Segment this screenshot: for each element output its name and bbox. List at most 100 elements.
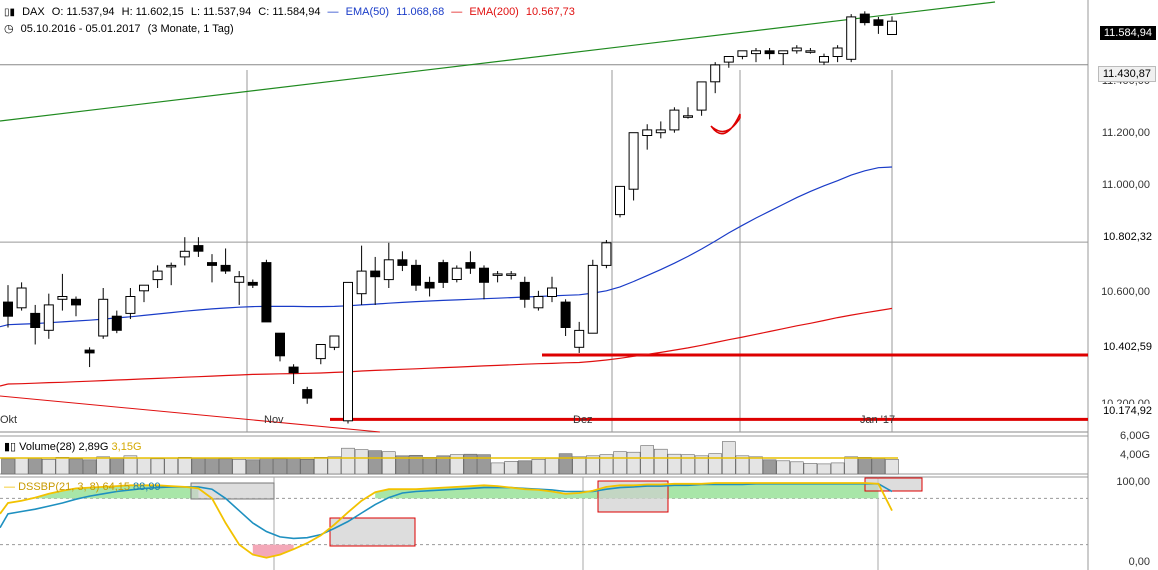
candle-body [247,281,258,286]
volume-bar [613,451,627,475]
volume-bar [14,457,29,475]
volume-bar [640,445,655,475]
candle-body [71,298,81,306]
candle-body [859,13,870,24]
volume-bar [749,456,763,475]
low-value: L: 11.537,94 [190,6,252,18]
volume-tick-label: 4,00G [1120,449,1150,461]
ema200-line [7,307,893,385]
candle-body [356,270,367,295]
volume-bar [708,453,723,475]
candle-body [805,50,816,53]
volume-bar [830,462,845,475]
candle-body [207,262,217,266]
candle-body [193,245,204,252]
symbol-label: DAX [22,6,45,18]
candle-body [98,298,109,337]
volume-bar [857,456,872,475]
candle-body [139,284,149,292]
candle-body [125,296,136,314]
volume-icon: ▮▯ [4,441,17,453]
volume-bar [626,451,641,475]
price-level-tag: 10.402,59 [1099,340,1156,354]
candle-body [628,132,639,190]
candle-body [791,47,802,52]
candle-body [751,50,761,55]
candle-body [451,267,462,281]
candle-body [329,335,340,348]
volume-bar [300,458,315,475]
dss-tick-label: 0,00 [1128,556,1150,568]
volume-bar [817,463,831,475]
volume-bar [123,455,138,475]
candle-body [696,81,707,111]
candle-body [832,47,843,57]
candle-body [302,389,313,399]
candle-body [16,287,27,309]
candle-body [288,366,299,374]
volume-bar [178,456,192,475]
price-level-tag: 10.174,92 [1099,404,1156,418]
clock-icon: ◷ [4,23,14,35]
volume-bar [150,458,165,475]
price-level-tag: 10.802,32 [1099,230,1156,244]
candle-body [315,344,326,360]
volume-bar [504,460,519,475]
y-tick-label: 11.200,00 [1101,127,1150,139]
volume-bar [246,459,260,475]
dss-value2: 88,99 [133,481,161,493]
candle-body [519,281,530,300]
candle-body [492,273,503,276]
candle-body [397,259,408,266]
date-range: 05.10.2016 - 05.01.2017 [20,23,141,35]
x-tick-label: Okt [0,414,18,426]
volume-bar [681,454,695,475]
chart-header-ohlc: ▯▮ DAX O: 11.537,94 H: 11.602,15 L: 11.5… [4,6,579,18]
volume-bar [599,454,614,475]
ema50-line-extension [0,324,9,328]
candle-body [84,349,95,354]
volume-bar [477,454,491,475]
candle-body [261,262,272,323]
volume-bar [341,447,355,475]
volume-bar [110,457,124,475]
volume-bar [653,448,668,475]
last-price-tag: 11.584,94 [1099,26,1156,40]
volume-bar [137,457,151,475]
candle-body [3,301,13,317]
dss-value1: 64,15 [102,481,130,493]
x-tick-label: Jan '17 [860,414,896,426]
candle-body [669,109,680,131]
volume-tick-label: 6,00G [1120,430,1150,442]
volume-bar [572,456,587,475]
ema200-label: EMA(200) [469,6,519,18]
volume-bar [776,460,791,475]
volume-bar [354,449,369,475]
volume-bar [273,458,287,475]
volume-bar [789,461,804,475]
volume-bar [205,457,219,475]
candle-body [179,250,190,258]
candle-body [220,264,231,272]
candle-body [424,281,435,289]
candle-body [30,312,41,328]
dss-line [0,482,893,559]
candle-body [166,264,177,268]
volume-bar [259,457,274,475]
price-level-tag: 11.430,87 [1097,66,1156,82]
downtrend-line [0,395,381,433]
candle-body [383,259,394,281]
volume-value: 2,89G [78,441,109,453]
volume-bar [558,453,573,475]
dss-signal-line [0,482,893,540]
volume-bar [694,455,709,475]
volume-bar [409,454,423,475]
candle-body [819,56,829,63]
volume-bar [286,457,301,475]
dss-legend: ― DSSBP(21, 3, 8) 64,15 88,99 [4,481,161,493]
candle-body [710,64,721,83]
candle-body [873,19,884,26]
open-value: O: 11.537,94 [51,6,115,18]
candle-body [57,296,68,300]
